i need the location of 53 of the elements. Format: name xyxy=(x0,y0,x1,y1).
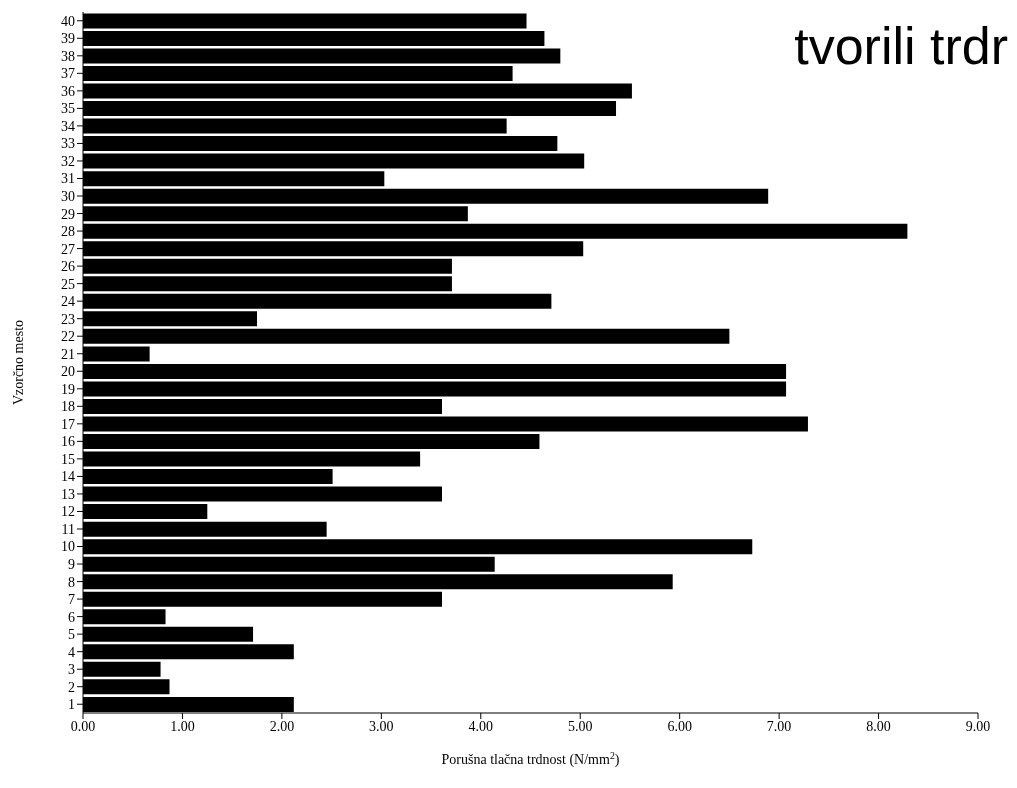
y-tick-label: 31 xyxy=(61,171,75,187)
y-tick-label: 21 xyxy=(61,346,75,362)
x-tick-label: 1.00 xyxy=(170,718,195,734)
y-tick-label: 35 xyxy=(61,101,75,117)
y-tick-label: 20 xyxy=(61,364,75,380)
y-axis-title: Vzorčno mesto xyxy=(10,319,26,406)
y-tick-label: 11 xyxy=(61,521,75,537)
x-tick-label: 6.00 xyxy=(667,718,692,734)
y-tick-label: 6 xyxy=(68,609,75,625)
y-tick-label: 4 xyxy=(68,644,75,660)
annotation: tvorili trdr xyxy=(794,16,1008,76)
x-tick-label: 3.00 xyxy=(369,718,394,734)
y-tick-label: 27 xyxy=(61,241,75,257)
y-tick-label: 40 xyxy=(61,13,75,29)
y-tick-label: 14 xyxy=(61,469,75,485)
y-tick-label: 9 xyxy=(68,557,75,573)
y-tick-label: 18 xyxy=(61,399,75,415)
x-tick-label: 7.00 xyxy=(766,718,792,734)
y-tick-label: 39 xyxy=(61,31,75,47)
y-tick-label: 33 xyxy=(61,136,75,152)
y-tick-label: 28 xyxy=(61,224,75,240)
y-tick-label: 2 xyxy=(68,679,75,695)
y-tick-label: 30 xyxy=(61,188,75,204)
y-tick-label: 24 xyxy=(61,294,75,310)
y-tick-label: 25 xyxy=(61,276,75,292)
y-tick-label: 37 xyxy=(61,66,75,82)
y-tick-label: 26 xyxy=(61,259,75,275)
y-tick-label: 36 xyxy=(61,83,75,99)
x-tick-label: 0.00 xyxy=(70,718,96,734)
y-tick-label: 8 xyxy=(68,574,75,590)
y-tick-label: 34 xyxy=(61,118,75,134)
x-tick-label: 8.00 xyxy=(866,718,891,734)
y-tick-label: 15 xyxy=(61,451,75,467)
y-tick-label: 1 xyxy=(68,697,75,713)
y-tick-label: 7 xyxy=(68,592,75,608)
x-tick-label: 4.00 xyxy=(468,718,494,734)
y-tick-label: 19 xyxy=(61,381,75,397)
x-tick-label: 2.00 xyxy=(269,718,295,734)
x-axis-title: Porušna tlačna trdnost (N/mm$^{2}$) xyxy=(441,749,620,768)
y-tick-label: 16 xyxy=(61,434,75,450)
y-tick-label: 13 xyxy=(61,486,75,502)
y-tick-label: 22 xyxy=(61,329,75,345)
y-tick-label: 5 xyxy=(68,627,75,643)
y-tick-label: 32 xyxy=(61,153,75,169)
y-tick-label: 17 xyxy=(61,416,75,432)
x-tick-label: 9.00 xyxy=(965,718,991,734)
y-tick-label: 38 xyxy=(61,48,75,64)
y-tick-label: 12 xyxy=(61,504,75,520)
y-tick-label: 29 xyxy=(61,206,75,222)
y-tick-label: 23 xyxy=(61,311,75,327)
y-tick-label: 10 xyxy=(61,539,75,555)
x-tick-label: 5.00 xyxy=(567,718,593,734)
y-tick-label: 3 xyxy=(68,662,75,678)
